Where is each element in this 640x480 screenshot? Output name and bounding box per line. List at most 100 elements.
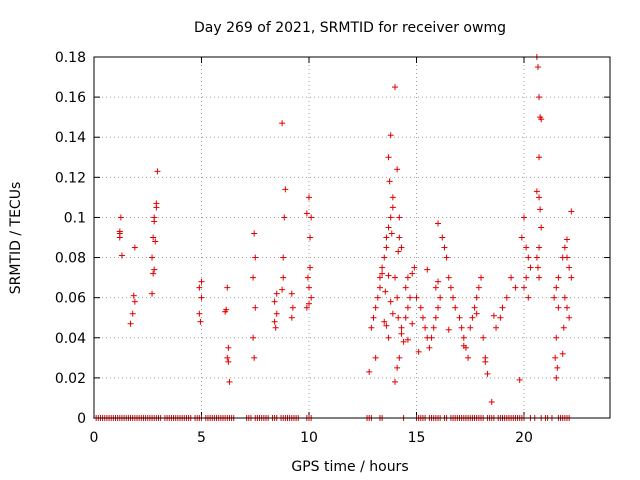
- x-tick-label: 10: [300, 430, 318, 446]
- data-point: [551, 294, 558, 301]
- data-point: [368, 324, 375, 331]
- data-point: [415, 348, 422, 355]
- data-point: [117, 214, 124, 221]
- y-tick-label: 0.06: [55, 291, 86, 307]
- data-point: [422, 324, 429, 331]
- data-point: [424, 266, 431, 273]
- data-point: [306, 284, 312, 291]
- data-point: [394, 364, 401, 371]
- data-point: [225, 358, 232, 365]
- data-point: [536, 274, 543, 281]
- data-point: [452, 304, 459, 311]
- data-point: [226, 378, 233, 385]
- data-point: [445, 326, 452, 333]
- data-point: [555, 304, 562, 311]
- data-point: [280, 274, 287, 281]
- data-point: [151, 214, 158, 221]
- data-point: [116, 228, 123, 235]
- data-point: [456, 314, 463, 321]
- grid-layer: [94, 57, 610, 418]
- data-point: [467, 324, 474, 331]
- data-point: [252, 304, 259, 311]
- data-point: [196, 284, 203, 291]
- data-point: [118, 252, 125, 259]
- data-point: [538, 224, 545, 231]
- data-point: [304, 274, 311, 281]
- data-point: [516, 376, 523, 383]
- data-point: [392, 274, 398, 281]
- data-point: [395, 314, 402, 321]
- data-point: [131, 298, 138, 305]
- data-point: [537, 206, 544, 213]
- data-point: [394, 166, 401, 173]
- data-point: [560, 324, 567, 331]
- data-point: [564, 304, 570, 311]
- y-tick-label: 0: [77, 411, 86, 427]
- data-point: [404, 336, 411, 343]
- data-point: [432, 314, 439, 321]
- data-point: [417, 304, 424, 311]
- data-point: [225, 344, 232, 351]
- data-point: [553, 284, 560, 291]
- data-point: [381, 254, 388, 261]
- data-point: [131, 244, 138, 251]
- data-point: [447, 284, 454, 291]
- data-point: [382, 288, 389, 295]
- data-point: [503, 294, 510, 301]
- y-tick-label: 0.14: [55, 130, 86, 146]
- data-point: [273, 290, 280, 297]
- data-point: [536, 244, 543, 251]
- data-point: [409, 270, 416, 277]
- data-point: [392, 378, 398, 385]
- data-point: [150, 234, 157, 241]
- data-point: [251, 230, 258, 237]
- data-point: [521, 214, 527, 221]
- data-point: [409, 320, 416, 327]
- data-point: [127, 320, 134, 327]
- data-point: [150, 270, 157, 277]
- y-tick-label: 0.02: [55, 371, 86, 387]
- data-point: [149, 290, 156, 297]
- data-point: [552, 354, 559, 361]
- data-point: [223, 306, 230, 313]
- data-point: [372, 354, 379, 361]
- chart-title: Day 269 of 2021, SRMTID for receiver owm…: [194, 20, 506, 36]
- data-point: [404, 304, 411, 311]
- data-point: [439, 234, 446, 241]
- data-point: [568, 274, 575, 281]
- data-point: [523, 274, 530, 281]
- data-point: [538, 116, 545, 123]
- data-point: [288, 314, 295, 321]
- data-point: [379, 264, 386, 271]
- data-point: [518, 234, 525, 241]
- data-point: [396, 354, 403, 361]
- data-point: [480, 334, 487, 341]
- data-point: [387, 214, 394, 221]
- data-point: [307, 234, 314, 241]
- data-point: [282, 186, 289, 193]
- data-point: [389, 310, 396, 317]
- data-point: [568, 208, 575, 215]
- data-point: [493, 324, 500, 331]
- y-tick-label: 0.12: [55, 170, 86, 186]
- data-point: [404, 274, 411, 281]
- data-point: [372, 304, 379, 311]
- data-point: [482, 358, 489, 365]
- y-tick-label: 0.18: [55, 50, 86, 66]
- data-point: [553, 334, 560, 341]
- data-point: [279, 286, 286, 293]
- data-point: [396, 234, 403, 241]
- data-point: [450, 294, 457, 301]
- data-point: [385, 154, 392, 161]
- data-point: [499, 304, 506, 311]
- data-point: [149, 254, 156, 261]
- data-point: [389, 204, 396, 211]
- y-tick-label: 0.08: [55, 251, 86, 267]
- data-point: [279, 120, 286, 127]
- data-point: [394, 294, 401, 301]
- data-point: [398, 324, 405, 331]
- data-point: [460, 334, 467, 341]
- x-axis-label: GPS time / hours: [291, 459, 408, 475]
- data-point: [392, 84, 398, 91]
- data-point: [116, 234, 123, 241]
